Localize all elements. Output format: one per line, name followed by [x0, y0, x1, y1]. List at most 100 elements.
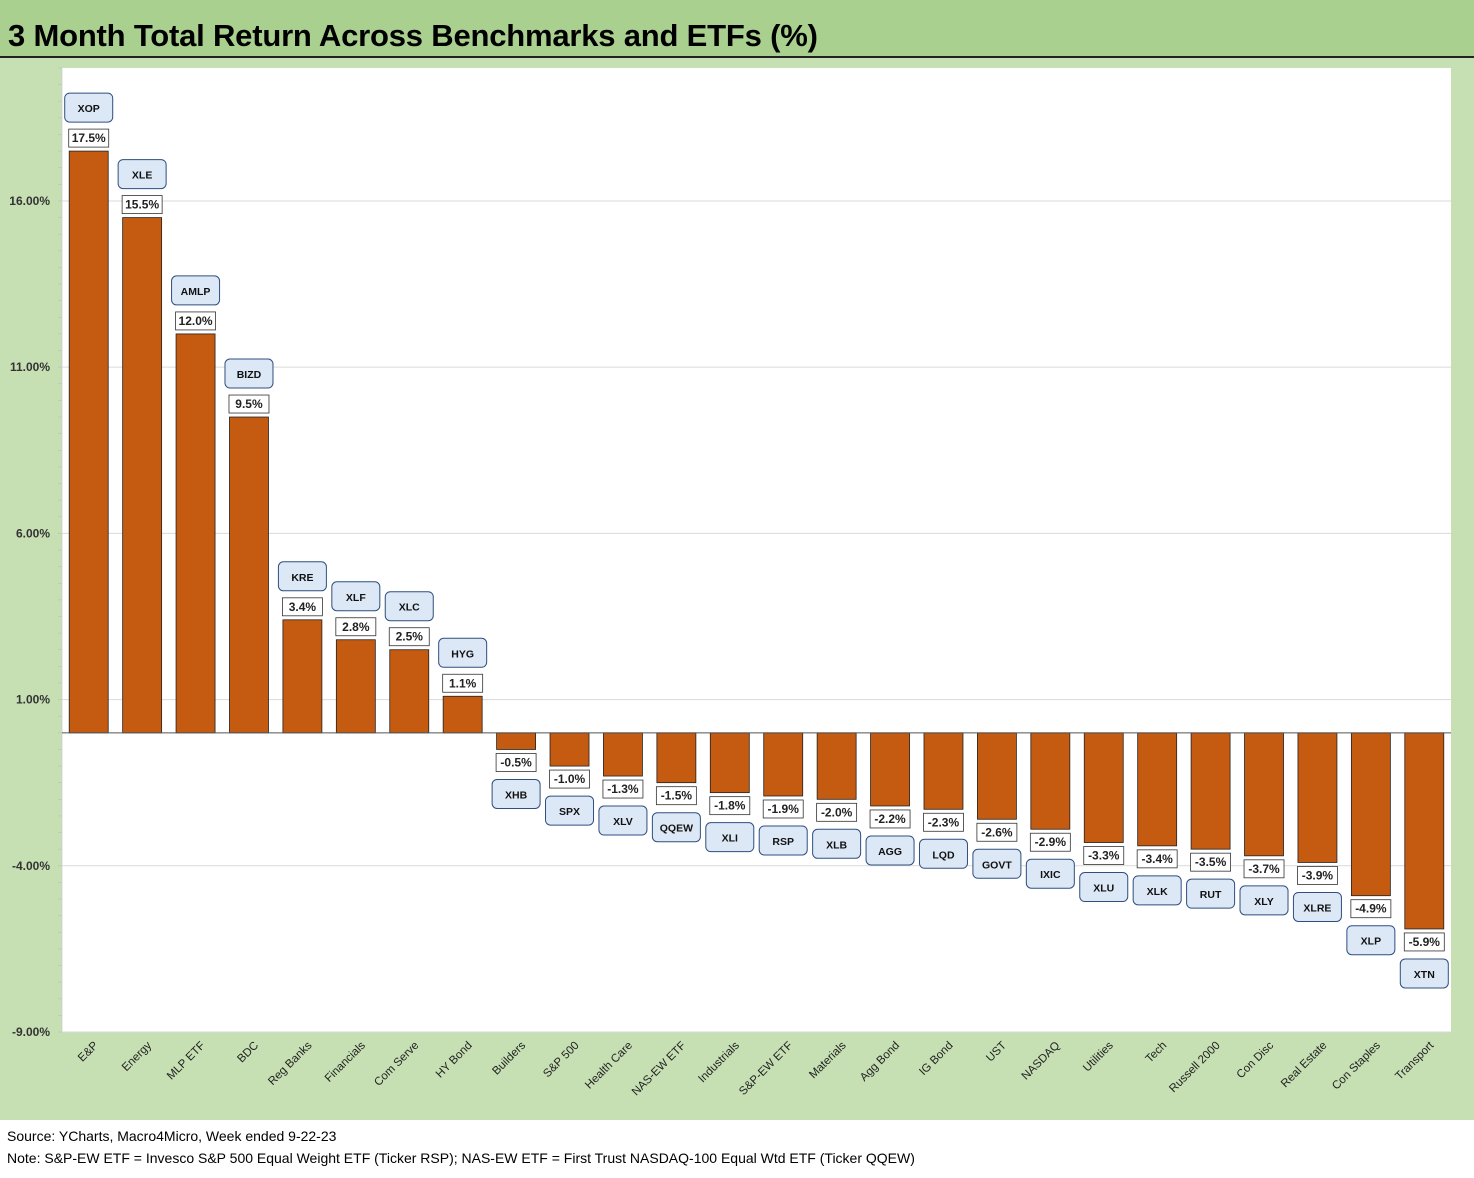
- ticker-label: XTN: [1414, 969, 1435, 981]
- bar: [1030, 732, 1071, 830]
- data-label-box: [495, 753, 537, 772]
- bar: [816, 732, 857, 800]
- category-label: Agg Bond: [858, 1040, 902, 1084]
- data-label-box: [602, 779, 644, 799]
- ticker-callout-box: [865, 835, 915, 866]
- bar: [335, 639, 376, 734]
- ticker-label: XLE: [132, 170, 152, 182]
- data-label-box: [976, 822, 1018, 842]
- data-label-box: [816, 802, 858, 822]
- category-label: E&P: [76, 1039, 101, 1064]
- y-tick-label: 16.00%: [9, 194, 50, 208]
- category-label: Health Care: [583, 1040, 635, 1092]
- data-label: 15.5%: [125, 198, 159, 212]
- data-label-box: [1403, 932, 1445, 952]
- category-label: Tech: [1144, 1040, 1170, 1066]
- data-label-box: [175, 311, 216, 331]
- ticker-callout-box: [491, 778, 541, 809]
- data-label: 17.5%: [72, 131, 106, 145]
- data-label-box: [1029, 832, 1071, 852]
- data-label: 12.0%: [179, 314, 213, 328]
- ticker-label: XOP: [78, 103, 100, 115]
- category-label: MLP ETF: [165, 1040, 208, 1083]
- data-label: -2.9%: [1035, 835, 1067, 849]
- ticker-label: XLB: [826, 839, 847, 851]
- category-label: Materials: [807, 1039, 849, 1081]
- data-label: -3.3%: [1088, 849, 1120, 863]
- ticker-label: XHB: [505, 789, 528, 801]
- ticker-label: LQD: [932, 849, 955, 861]
- bar: [1350, 732, 1391, 897]
- y-tick-label: -4.00%: [12, 859, 50, 873]
- footnote: Note: S&P-EW ETF = Invesco S&P 500 Equal…: [7, 1150, 915, 1166]
- data-label: -2.2%: [874, 812, 906, 826]
- bar: [496, 732, 537, 750]
- ticker-callout-box: [545, 795, 595, 826]
- ticker-callout-box: [438, 637, 488, 668]
- page-title: 3 Month Total Return Across Benchmarks a…: [8, 18, 818, 53]
- ticker-callout-box: [117, 159, 167, 190]
- data-label: 9.5%: [235, 397, 263, 411]
- bar: [122, 217, 163, 734]
- data-label-box: [655, 786, 697, 806]
- bar: [68, 150, 109, 734]
- ticker-label: IXIC: [1040, 869, 1061, 881]
- chart-area: -9.00% -4.00% 1.00% 6.00% 11.00% 16.00% 17.5% X…: [0, 58, 1474, 1120]
- ticker-label: AGG: [878, 846, 902, 858]
- category-label: Energy: [120, 1039, 154, 1073]
- category-label: NASDAQ: [1020, 1040, 1063, 1083]
- data-label-box: [1190, 852, 1231, 872]
- data-label: -2.0%: [821, 805, 853, 819]
- ticker-callout-box: [972, 848, 1022, 879]
- ticker-callout-box: [1399, 958, 1449, 989]
- ticker-label: XLP: [1361, 936, 1381, 948]
- category-label: Transport: [1393, 1039, 1437, 1083]
- category-label: IG Bond: [917, 1040, 955, 1078]
- data-label: -5.9%: [1409, 935, 1441, 949]
- bar: [389, 649, 430, 734]
- ticker-callout-box: [705, 822, 755, 853]
- bar: [1404, 732, 1445, 930]
- bar: [763, 732, 804, 797]
- bar: [1137, 732, 1178, 847]
- ticker-callout-box: [1239, 885, 1289, 916]
- data-label: -3.5%: [1195, 855, 1227, 869]
- ticker-label: XLF: [346, 592, 366, 604]
- category-label: NAS-EW ETF: [630, 1040, 689, 1099]
- bar: [1190, 732, 1231, 850]
- data-label: -2.3%: [928, 815, 960, 829]
- data-label: -4.9%: [1355, 902, 1387, 916]
- data-label: -1.8%: [714, 799, 746, 813]
- category-label: Builders: [490, 1039, 528, 1077]
- data-label: -1.3%: [607, 782, 639, 796]
- ticker-callout-box: [277, 561, 327, 592]
- y-tick-label: -9.00%: [12, 1025, 50, 1039]
- category-label: Utilities: [1081, 1039, 1116, 1074]
- data-label-box: [1243, 859, 1285, 879]
- data-label-box: [923, 812, 964, 832]
- y-tick-label: 11.00%: [10, 360, 50, 374]
- ticker-label: QQEW: [660, 823, 693, 835]
- data-label-box: [68, 128, 110, 148]
- ticker-label: AMLP: [181, 286, 211, 298]
- bar: [229, 416, 269, 734]
- bar: [549, 732, 590, 767]
- data-label-box: [442, 673, 484, 693]
- ticker-label: RSP: [772, 836, 794, 848]
- ticker-label: GOVT: [982, 859, 1012, 871]
- ticker-callout-box: [331, 581, 381, 612]
- ticker-callout-box: [758, 825, 808, 856]
- y-tick-label: 6.00%: [16, 526, 50, 540]
- bar: [442, 695, 483, 734]
- bar: [656, 732, 697, 784]
- data-label-box: [281, 597, 323, 617]
- data-label: 2.8%: [342, 620, 370, 634]
- data-label-box: [709, 796, 751, 816]
- ticker-label: RUT: [1200, 889, 1222, 901]
- ticker-callout-box: [1346, 925, 1396, 956]
- ticker-callout-box: [64, 92, 114, 123]
- category-label: UST: [984, 1040, 1009, 1065]
- data-label: 3.4%: [289, 600, 317, 614]
- ticker-label: XLY: [1254, 896, 1273, 908]
- data-label-box: [388, 627, 430, 647]
